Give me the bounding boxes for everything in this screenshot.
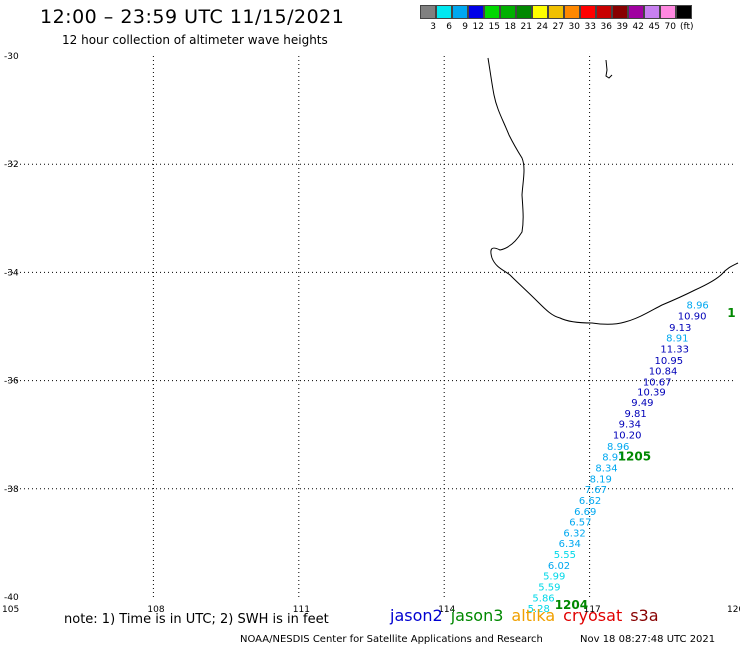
scale-swatch <box>644 5 660 19</box>
swh-value: 10.67 <box>643 377 672 388</box>
map-subtitle: 12 hour collection of altimeter wave hei… <box>62 33 328 47</box>
swh-value: 10.90 <box>678 311 707 322</box>
swh-value: 6.69 <box>574 507 596 518</box>
map-title: 12:00 – 23:59 UTC 11/15/2021 <box>40 6 345 28</box>
lat-tick-label: -36 <box>4 377 19 387</box>
map-grid: 105 108 111 114 117 120 -30 -32 -34 -36 -38 -40 <box>2 52 740 615</box>
swh-value: 5.99 <box>543 572 565 583</box>
lon-tick-label: 105 <box>2 605 19 615</box>
footnote: note: 1) Time is in UTC; 2) SWH is in fe… <box>64 612 329 627</box>
scale-swatch <box>484 5 500 19</box>
swh-value: 10.95 <box>655 356 684 367</box>
scale-label: 30 <box>568 22 580 32</box>
scale-label: 12 <box>472 22 484 32</box>
swh-value: 9.81 <box>624 409 646 420</box>
color-scale-labels: 3 6 9 12 15 18 21 24 27 30 33 36 39 42 45 70 (ft) <box>420 22 694 32</box>
swh-value: 9.13 <box>669 323 691 334</box>
credit-line: NOAA/NESDIS Center for Satellite Applica… <box>240 634 543 645</box>
australia-coastline <box>487 57 739 325</box>
swh-value: 9.49 <box>631 398 653 409</box>
swh-value: 6.57 <box>569 518 591 529</box>
swh-value: 6.34 <box>559 539 581 550</box>
swh-value: 8.96 <box>607 442 629 453</box>
scale-label: 6 <box>446 22 452 32</box>
scale-label: 39 <box>616 22 628 32</box>
lat-tick-label: -32 <box>4 160 19 170</box>
lon-tick-label: 108 <box>147 605 164 615</box>
scale-label: 45 <box>648 22 660 32</box>
lat-tick-label: -38 <box>4 485 19 495</box>
scale-swatch <box>500 5 516 19</box>
scale-label: 18 <box>504 22 516 32</box>
scale-swatch <box>628 5 644 19</box>
time-label: 1205 <box>618 450 651 464</box>
color-scale-swatches <box>420 5 694 19</box>
scale-swatch <box>516 5 532 19</box>
scale-label: 27 <box>552 22 564 32</box>
lon-tick-label: 117 <box>584 605 601 615</box>
time-label: 1 <box>727 306 735 320</box>
scale-swatch <box>532 5 548 19</box>
scale-swatch <box>436 5 452 19</box>
scale-label: 33 <box>584 22 596 32</box>
time-labels: 1205 1204 1 <box>555 306 736 612</box>
swh-value: 5.28 <box>528 604 550 615</box>
swh-value: 9.34 <box>619 420 641 431</box>
time-label: 1204 <box>555 598 588 612</box>
legend-s3a: s3a <box>630 606 659 625</box>
swh-value: 8.91 <box>666 334 688 345</box>
satellite-legend: jason2 jason3 altika cryosat s3a <box>390 606 659 625</box>
coastline-islet <box>605 59 613 79</box>
scale-swatch <box>420 5 436 19</box>
scale-swatch <box>660 5 676 19</box>
swh-value: 5.55 <box>554 550 576 561</box>
scale-label: 15 <box>488 22 500 32</box>
swh-value: 8.19 <box>590 474 612 485</box>
lon-tick-label: 120 <box>727 605 740 615</box>
scale-label: 36 <box>600 22 612 32</box>
scale-label: 3 <box>430 22 436 32</box>
swh-value: 10.39 <box>637 388 666 399</box>
scale-unit: (ft) <box>680 22 694 32</box>
scale-label: 21 <box>520 22 532 32</box>
swh-value: 7.67 <box>585 485 607 496</box>
observation-labels: 8.9610.909.138.9111.3310.9510.8410.6710.… <box>528 301 709 616</box>
legend-jason2: jason2 <box>390 606 443 625</box>
wave-height-color-scale: 3 6 9 12 15 18 21 24 27 30 33 36 39 42 45 70 (ft) <box>420 5 694 32</box>
scale-swatch <box>612 5 628 19</box>
swh-value: 6.32 <box>563 528 585 539</box>
scale-swatch <box>596 5 612 19</box>
swh-value: 5.59 <box>538 583 560 594</box>
legend-jason3: jason3 <box>450 606 504 625</box>
swh-value: 11.33 <box>660 344 689 355</box>
lat-tick-label: -34 <box>4 268 19 278</box>
scale-swatch <box>452 5 468 19</box>
swh-value: 8.34 <box>595 463 617 474</box>
timestamp: Nov 18 08:27:48 UTC 2021 <box>580 634 716 645</box>
scale-label: 70 <box>664 22 676 32</box>
legend-cryosat: cryosat <box>563 606 623 625</box>
swh-value: 10.84 <box>649 367 678 378</box>
lon-tick-label: 114 <box>438 605 455 615</box>
scale-label: 42 <box>632 22 644 32</box>
swh-value: 8.96 <box>687 301 709 312</box>
scale-swatch <box>548 5 564 19</box>
swh-value: 6.02 <box>548 561 570 572</box>
scale-swatch <box>676 5 692 19</box>
lat-tick-label: -40 <box>4 593 19 603</box>
swh-value: 6.62 <box>579 496 601 507</box>
legend-altika: altika <box>511 606 556 625</box>
scale-label: 24 <box>536 22 548 32</box>
scale-label: 9 <box>462 22 468 32</box>
swh-value: 10.20 <box>613 430 642 441</box>
scale-swatch <box>564 5 580 19</box>
lon-tick-label: 111 <box>293 605 310 615</box>
scale-swatch <box>580 5 596 19</box>
swh-value: 8.91 <box>602 453 624 464</box>
swh-value: 5.86 <box>532 593 554 604</box>
lat-tick-label: -30 <box>4 52 19 62</box>
scale-swatch <box>468 5 484 19</box>
